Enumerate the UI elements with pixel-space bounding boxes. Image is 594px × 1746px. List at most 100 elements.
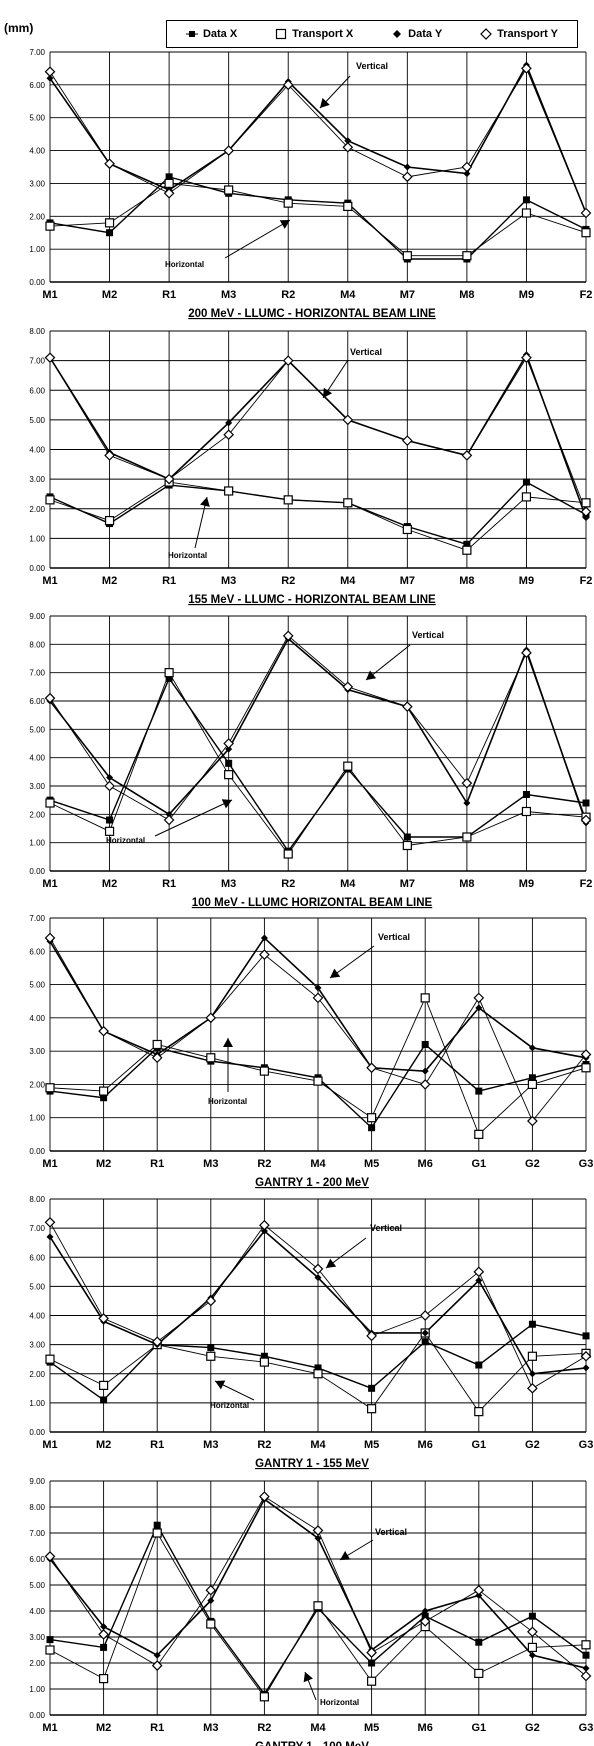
annotation-vertical: Vertical [375, 1527, 407, 1537]
open-diamond-marker [104, 780, 115, 792]
annotation-horizontal: Horizontal [168, 551, 207, 560]
arrowhead-icon [330, 968, 341, 978]
y-tick-label: 1.00 [29, 1114, 45, 1123]
series-line-data-y [49, 637, 587, 824]
y-tick-label: 7.00 [29, 1224, 45, 1233]
open-square-marker [206, 1619, 216, 1629]
open-diamond-marker [104, 450, 115, 461]
annotation-arrow-line [365, 644, 411, 681]
open-diamond-marker [401, 171, 413, 183]
open-square-marker [313, 1369, 323, 1379]
x-tick-label: M5 [364, 1439, 379, 1451]
filled-diamond-marker [582, 1364, 590, 1372]
open-square-marker [259, 1692, 269, 1702]
x-tick-label: M6 [418, 1158, 433, 1170]
x-tick-label: M3 [203, 1439, 218, 1451]
open-square-marker [283, 495, 293, 505]
annotation-vertical: Vertical [356, 61, 388, 71]
filled-diamond-marker [344, 137, 352, 145]
y-tick-label: 1.00 [29, 1685, 45, 1694]
open-diamond-marker [342, 681, 354, 693]
x-tick-label: M4 [310, 1158, 326, 1170]
filled-square-marker [528, 1074, 536, 1082]
open-diamond-marker [98, 1313, 109, 1324]
filled-square-marker [207, 1344, 215, 1352]
open-square-marker [224, 486, 234, 496]
annotation-horizontal: Horizontal [208, 1097, 247, 1106]
filled-diamond-marker [314, 984, 322, 992]
chart-title: 155 MeV - LLUMC - HORIZONTAL BEAM LINE [188, 594, 436, 606]
chart-3: 0.00 1.00 2.00 3.00 4.00 5.00 6.00 7.00 8.00 9.00… [29, 612, 592, 909]
open-diamond-marker [342, 141, 354, 153]
open-diamond-marker [151, 1336, 163, 1348]
annotation-arrow-line [224, 219, 291, 259]
x-tick-label: R2 [257, 1439, 271, 1451]
x-tick-label: M3 [203, 1722, 218, 1734]
y-tick-label: 0.00 [29, 564, 45, 573]
filled-square-marker [522, 196, 530, 204]
filled-square-marker-icon [185, 31, 198, 37]
x-tick-label: M7 [400, 878, 415, 890]
open-square-marker [206, 1053, 216, 1063]
filled-square-marker [165, 173, 173, 181]
open-square-marker [104, 515, 115, 526]
x-tick-label: M1 [42, 1158, 57, 1170]
filled-square-marker [100, 1643, 108, 1651]
filled-square-marker [522, 478, 530, 486]
x-tick-label: M2 [96, 1439, 111, 1451]
filled-diamond-marker [46, 1233, 54, 1241]
filled-diamond-marker [528, 1044, 536, 1052]
open-diamond-marker [223, 429, 235, 441]
open-diamond-marker [259, 949, 270, 960]
x-tick-label: G3 [579, 1439, 594, 1451]
open-square-marker [581, 228, 591, 238]
annotation-horizontal: Horizontal [165, 260, 204, 269]
open-square-marker [45, 495, 55, 505]
filled-square-marker [403, 833, 411, 841]
x-tick-label: G1 [471, 1158, 486, 1170]
open-diamond-marker [104, 158, 115, 170]
filled-diamond-marker [225, 745, 233, 753]
y-tick-label: 7.00 [29, 357, 45, 366]
open-diamond-marker [98, 1629, 109, 1640]
open-square-marker [313, 1601, 323, 1611]
filled-square-marker [100, 1396, 108, 1404]
y-tick-label: 8.00 [29, 1195, 45, 1204]
open-diamond-marker [44, 932, 56, 944]
x-tick-label: R2 [281, 289, 295, 301]
y-tick-label: 5.00 [29, 1581, 45, 1590]
open-square-marker [527, 1079, 538, 1090]
y-tick-label: 7.00 [29, 1529, 45, 1538]
arrowhead-icon [340, 1551, 351, 1560]
y-tick-label: 4.00 [29, 754, 45, 763]
legend-item-data-y: Data Y [391, 28, 442, 40]
y-tick-label: 4.00 [29, 1312, 45, 1321]
y-tick-label: 3.00 [29, 475, 45, 484]
filled-diamond-marker [475, 1004, 483, 1012]
filled-diamond-marker [421, 1067, 429, 1075]
x-tick-label: G2 [525, 1158, 540, 1170]
filled-diamond-marker [475, 1277, 483, 1285]
legend-item-data-x: Data X [185, 28, 237, 40]
y-tick-label: 0.00 [29, 1428, 45, 1437]
open-diamond-marker [461, 161, 473, 173]
x-tick-label: G2 [525, 1439, 540, 1451]
open-diamond-marker [259, 1491, 270, 1502]
open-square-marker [224, 770, 234, 780]
open-diamond-marker [527, 1382, 538, 1394]
legend-label: Transport X [292, 28, 354, 40]
x-tick-label: M4 [310, 1439, 326, 1451]
open-diamond-marker [580, 1670, 592, 1682]
open-diamond-marker [98, 1025, 109, 1037]
x-tick-label: M1 [42, 1722, 57, 1734]
chart-6: 0.00 1.00 2.00 3.00 4.00 5.00 6.00 7.00 8.00 9.00… [29, 1477, 593, 1746]
filled-diamond-marker [46, 74, 54, 82]
filled-square-marker [475, 1087, 483, 1095]
open-square-marker [527, 1351, 538, 1361]
open-diamond-marker [163, 187, 175, 199]
chart-1: 0.00 1.00 2.00 3.00 4.00 5.00 6.00 7.00 M1 M2 R1 M3… [29, 48, 592, 320]
open-diamond-marker [282, 355, 294, 366]
open-diamond-marker [44, 352, 56, 364]
open-square-marker [521, 806, 532, 817]
